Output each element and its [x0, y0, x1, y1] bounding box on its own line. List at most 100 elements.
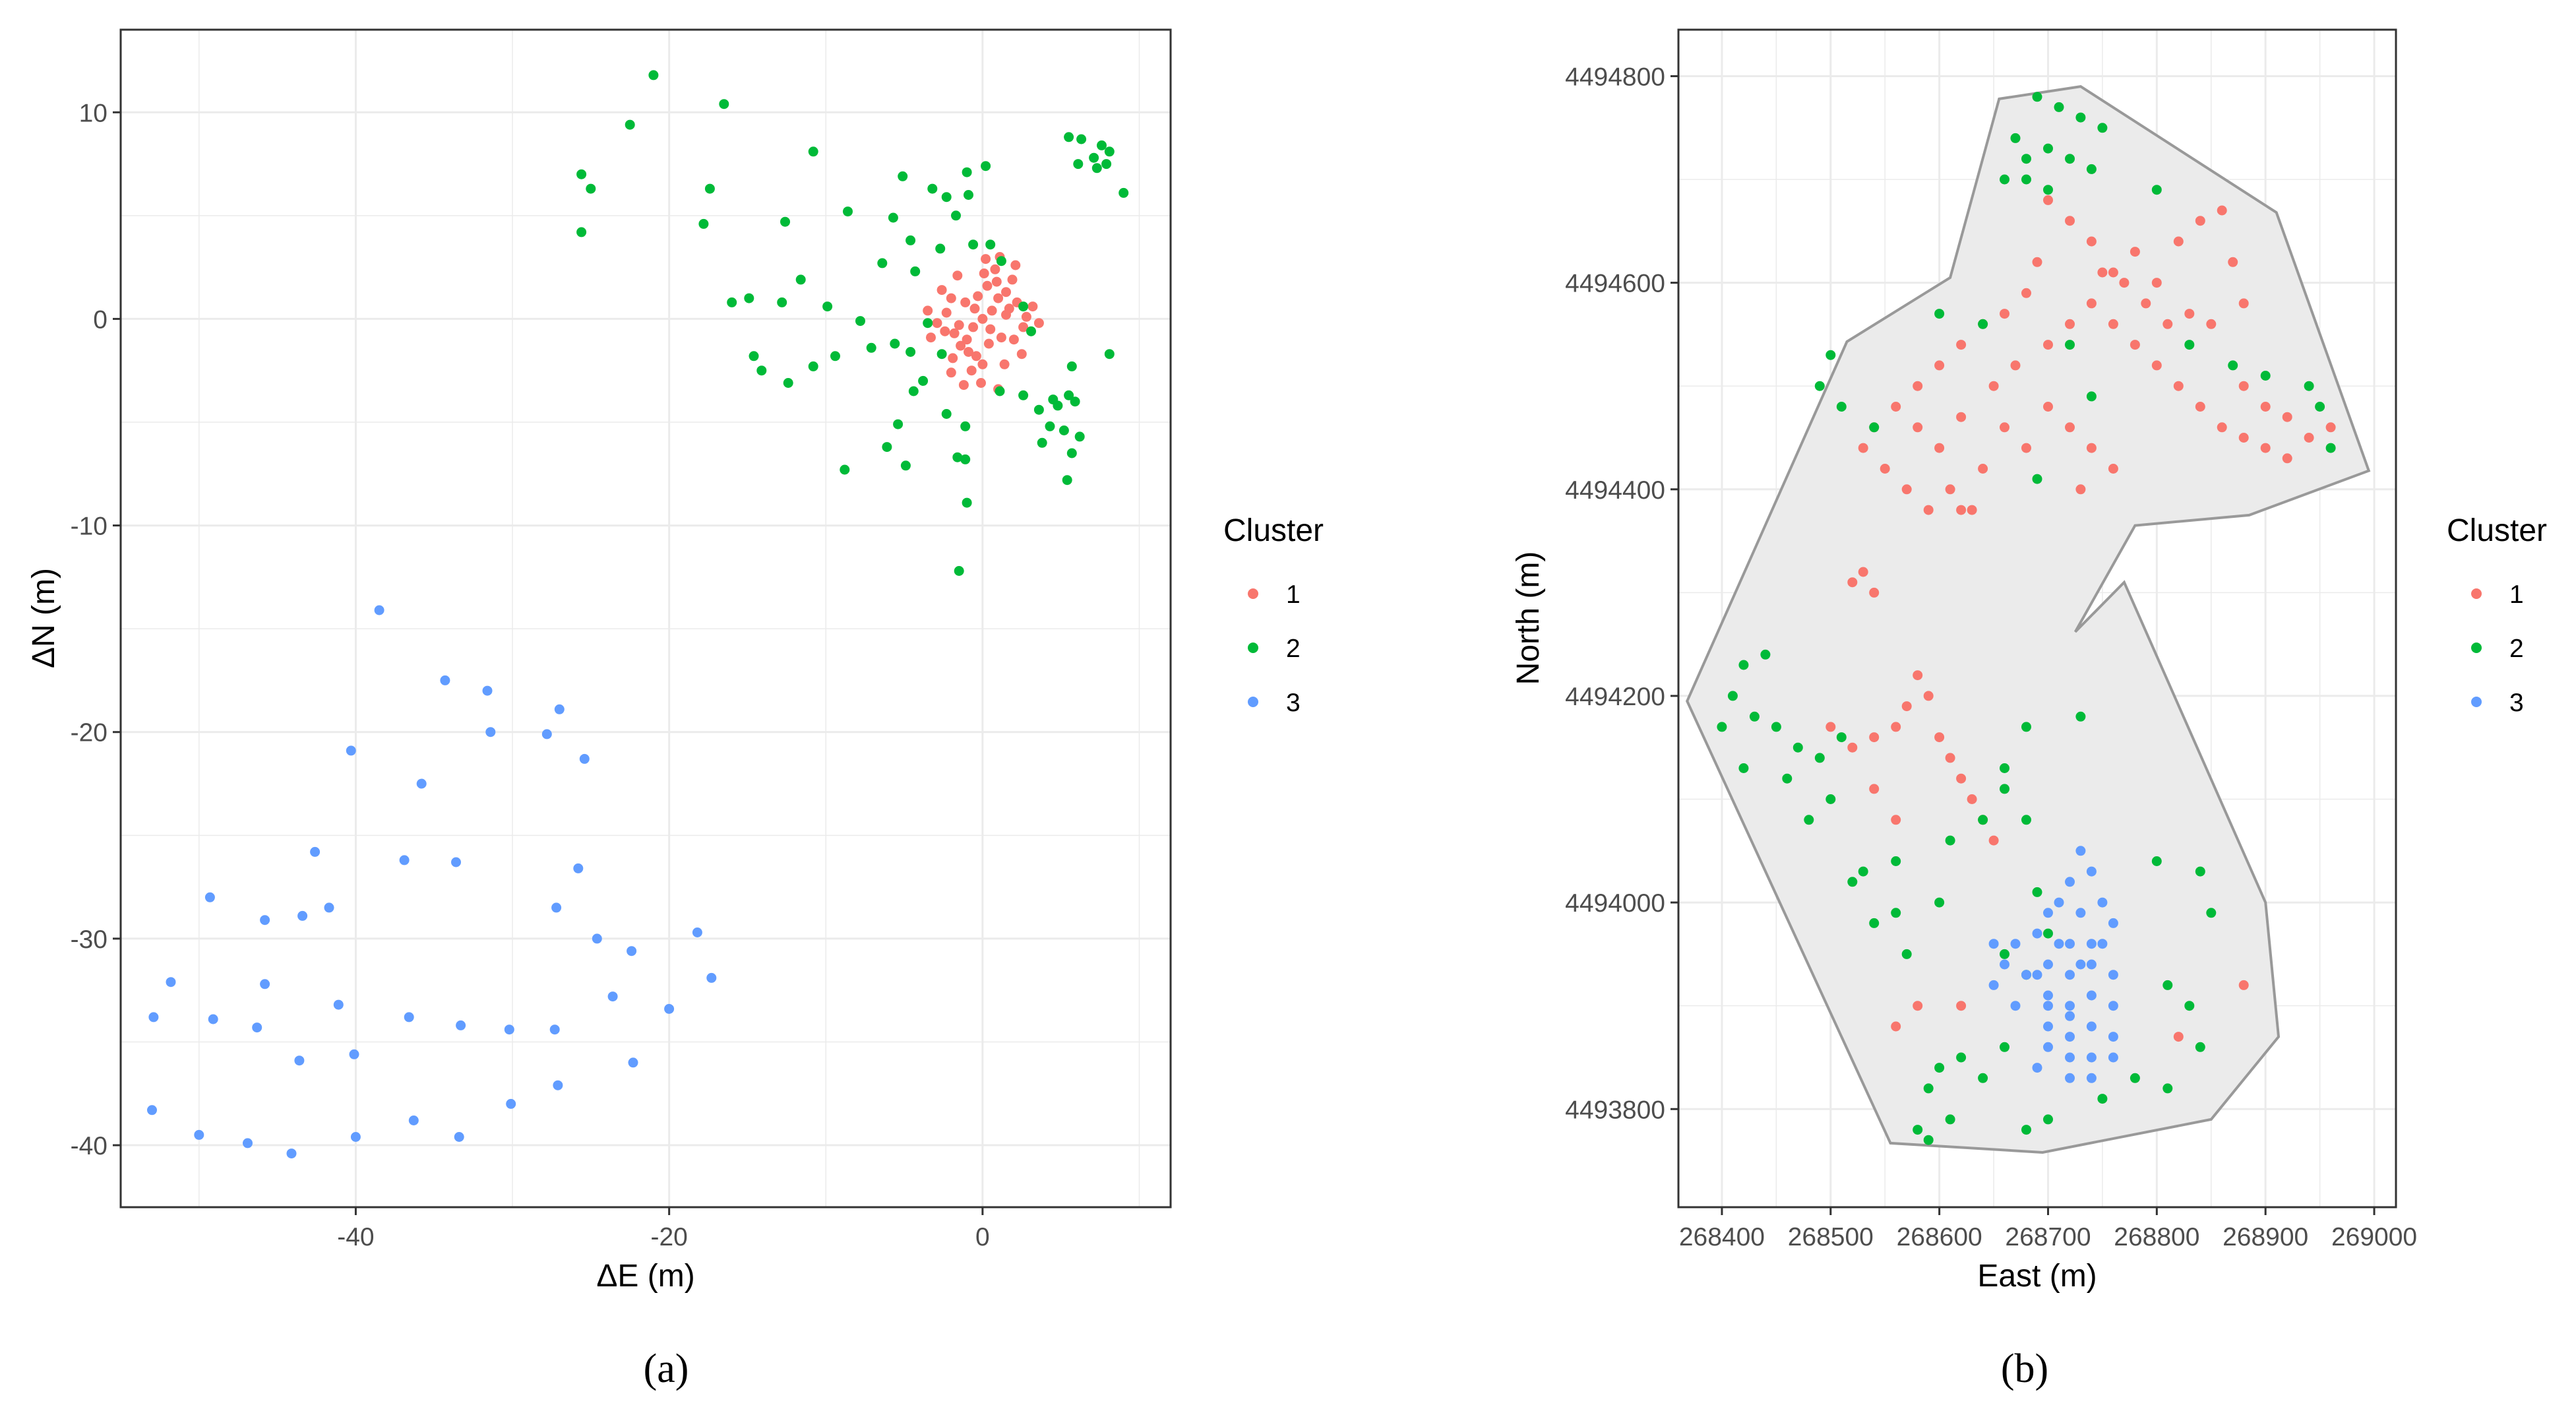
cluster-1-point	[976, 378, 986, 388]
cluster-1-point	[1956, 505, 1967, 515]
cluster-3-point	[2097, 897, 2108, 908]
cluster-2-point	[2021, 1125, 2031, 1135]
cluster-3-point	[482, 685, 493, 696]
cluster-1-point	[1010, 260, 1021, 270]
cluster-3-point	[2086, 1021, 2097, 1032]
cluster-2-point	[808, 146, 818, 157]
panel-b-legend: Cluster 1 2 3	[2447, 513, 2547, 717]
cluster-3-point	[627, 946, 637, 957]
cluster-2-point	[2021, 174, 2031, 185]
cluster-2-point	[1804, 815, 1814, 825]
cluster-3-point	[333, 999, 344, 1010]
cluster-2-point	[935, 243, 946, 254]
panel-b-x-ticks: 268400 268500 268600 268700 268800 268900 2690…	[1679, 1207, 2417, 1251]
cluster-2-point	[1836, 402, 1847, 412]
legend-label-cluster-2: 2	[2509, 635, 2524, 663]
cluster-3-point	[2010, 1001, 2021, 1011]
cluster-1-point	[2260, 402, 2271, 412]
cluster-3-point	[2043, 990, 2053, 1001]
cluster-3-point	[346, 745, 356, 756]
cluster-3-point	[551, 902, 562, 913]
cluster-3-point	[374, 605, 384, 615]
cluster-1-point	[2151, 278, 2162, 288]
cluster-2-point	[2151, 185, 2162, 195]
cluster-1-point	[2108, 464, 2118, 474]
cluster-2-point	[1814, 753, 1825, 763]
legend-key-cluster-2	[2471, 643, 2482, 653]
cluster-1-point	[2238, 433, 2249, 443]
cluster-1-point	[926, 332, 936, 343]
cluster-2-point	[1891, 908, 1901, 918]
cluster-3-point	[2054, 897, 2064, 908]
cluster-1-point	[2065, 422, 2075, 433]
cluster-1-point	[1901, 701, 1912, 712]
cluster-2-point	[1037, 437, 1047, 448]
cluster-2-point	[2021, 154, 2031, 164]
cluster-2-point	[855, 316, 865, 327]
cluster-2-point	[1869, 918, 1880, 928]
cluster-3-point	[2032, 1063, 2042, 1073]
cluster-1-point	[1825, 722, 1836, 732]
cluster-2-point	[2000, 1042, 2009, 1052]
cluster-3-point	[204, 892, 215, 902]
cluster-3-point	[2054, 939, 2064, 949]
cluster-2-point	[1045, 421, 1055, 431]
cluster-1-point	[1934, 443, 1945, 453]
cluster-2-point	[1064, 132, 1074, 142]
cluster-2-point	[968, 239, 979, 250]
cluster-2-point	[1869, 422, 1880, 433]
cluster-3-point	[2086, 1073, 2097, 1083]
cluster-1-point	[973, 291, 983, 301]
cluster-2-point	[2032, 92, 2042, 102]
cluster-1-point	[952, 270, 963, 281]
cluster-3-point	[2065, 939, 2075, 949]
cluster-2-point	[918, 375, 929, 386]
cluster-1-point	[2021, 443, 2031, 453]
cluster-2-point	[2162, 980, 2173, 990]
cluster-2-point	[996, 256, 1006, 267]
cluster-3-point	[2075, 959, 2086, 970]
cluster-3-point	[2108, 970, 2118, 980]
cluster-2-point	[576, 169, 587, 179]
cluster-2-point	[960, 421, 971, 431]
cluster-2-point	[1760, 649, 1771, 660]
cluster-1-point	[1923, 691, 1934, 701]
cluster-3-point	[664, 1003, 675, 1014]
cluster-1-point	[2000, 309, 2009, 319]
cluster-1-point	[932, 318, 942, 329]
cluster-2-point	[1062, 475, 1072, 486]
cluster-1-point	[1956, 412, 1967, 422]
cluster-3-point	[553, 1080, 563, 1090]
cluster-3-point	[310, 846, 321, 857]
x-tick-label: 0	[975, 1223, 990, 1251]
cluster-1-point	[2086, 236, 2097, 247]
legend-key-cluster-3	[1248, 697, 1258, 707]
cluster-3-point	[147, 1105, 157, 1115]
cluster-3-point	[243, 1138, 253, 1148]
cluster-2-point	[2000, 949, 2009, 959]
cluster-2-point	[910, 266, 921, 276]
cluster-2-point	[625, 119, 635, 130]
cluster-1-point	[1016, 349, 1027, 360]
cluster-3-point	[148, 1012, 159, 1022]
cluster-2-point	[1913, 1125, 1923, 1135]
cluster-3-point	[549, 1024, 560, 1035]
cluster-3-point	[2043, 959, 2053, 970]
cluster-3-point	[607, 991, 618, 1002]
cluster-1-point	[982, 280, 993, 291]
cluster-2-point	[900, 460, 911, 471]
cluster-2-point	[2228, 360, 2238, 371]
cluster-3-point	[2032, 928, 2042, 939]
cluster-3-point	[592, 933, 602, 944]
panel-a-y-ticks: 10 0 -10 -20 -30 -40	[71, 99, 121, 1160]
cluster-1-point	[1923, 505, 1934, 515]
cluster-1-point	[1880, 464, 1890, 474]
cluster-2-point	[1923, 1135, 1934, 1145]
cluster-3-point	[2075, 908, 2086, 918]
cluster-2-point	[1858, 866, 1868, 877]
cluster-2-point	[985, 239, 996, 250]
cluster-2-point	[719, 99, 729, 110]
x-tick-label: 268400	[1679, 1223, 1765, 1251]
cluster-2-point	[964, 190, 973, 200]
cluster-1-point	[2238, 298, 2249, 309]
